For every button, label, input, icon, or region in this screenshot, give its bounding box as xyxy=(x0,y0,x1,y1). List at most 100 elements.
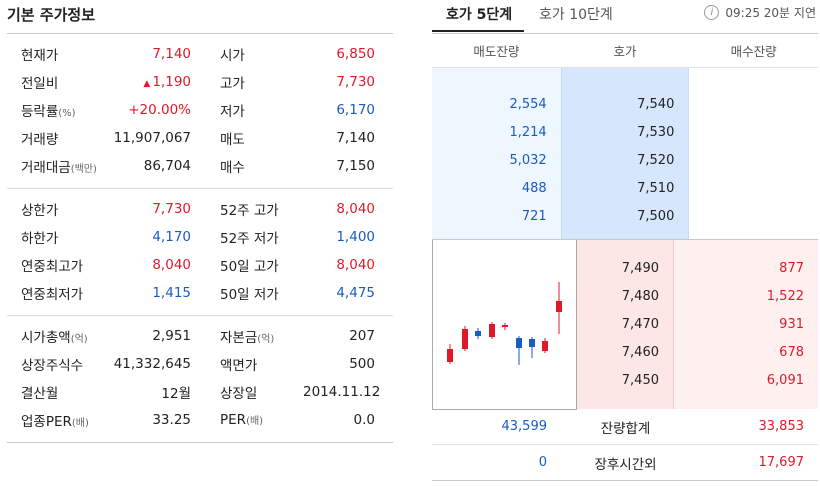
info-label-2: 시가 xyxy=(193,44,303,64)
label-text: PER xyxy=(220,412,247,428)
after-hours-label: 장후시간외 xyxy=(594,456,657,473)
info-value: 2,951 xyxy=(93,328,193,344)
info-value-2: 8,040 xyxy=(336,201,375,217)
label-text: 52주 고가 xyxy=(220,203,279,219)
value-text: 7,730 xyxy=(152,201,191,217)
ask-price-row[interactable]: 7,510 xyxy=(562,174,689,202)
label-text: 전일비 xyxy=(21,76,59,92)
label-text: 거래량 xyxy=(21,132,59,148)
label-text: 거래대금 xyxy=(21,160,71,176)
bid-price-row[interactable]: 7,480 xyxy=(577,282,673,310)
label-text: 상장주식수 xyxy=(21,358,84,374)
info-row: 연중최저가 1,415 50일 저가 4,475 xyxy=(7,279,393,307)
info-section: 시가총액(억) 2,951 자본금(억) 207 상장주식수 41,332,645 액면가 5… xyxy=(7,316,393,443)
bid-qty-empty-column xyxy=(689,68,818,239)
bid-qty-row: 931 xyxy=(674,310,818,338)
label-text: 고가 xyxy=(220,76,245,92)
value-text: 1,190 xyxy=(152,74,191,90)
info-label-2: 상장일 xyxy=(193,382,303,402)
bid-qty: 1,522 xyxy=(766,288,804,304)
info-value-2: 6,170 xyxy=(336,102,375,118)
info-label: 결산월 xyxy=(7,382,93,402)
ask-price: 7,530 xyxy=(637,124,675,140)
ask-qty-row: 488 xyxy=(432,174,561,202)
candle-body xyxy=(529,339,535,347)
ask-qty: 488 xyxy=(521,180,547,196)
header-ask-qty: 매도잔량 xyxy=(473,44,520,59)
bid-price: 7,460 xyxy=(621,344,659,360)
ask-qty: 5,032 xyxy=(509,152,547,168)
ask-qty: 721 xyxy=(521,208,547,224)
ask-price: 7,520 xyxy=(637,152,675,168)
ask-price-row[interactable]: 7,520 xyxy=(562,146,689,174)
value-text: 8,040 xyxy=(152,257,191,273)
label-text: 52주 저가 xyxy=(220,231,279,247)
ask-qty-row: 2,554 xyxy=(432,90,561,118)
tab-10-levels[interactable]: 호가 10단계 xyxy=(539,7,613,23)
ask-price-row[interactable]: 7,530 xyxy=(562,118,689,146)
label-text: 시가 xyxy=(220,48,245,64)
label-text: 연중최저가 xyxy=(21,287,84,303)
label-text: 업종PER xyxy=(21,414,72,430)
bid-price: 7,450 xyxy=(621,372,659,388)
label-text: 액면가 xyxy=(220,358,258,374)
after-hours-bid-qty: 17,697 xyxy=(758,455,805,470)
ask-price-row[interactable]: 7,500 xyxy=(562,202,689,230)
label-text: 연중최고가 xyxy=(21,259,84,275)
candle-chart-svg xyxy=(447,282,562,365)
info-label-2: 매도 xyxy=(193,128,303,148)
info-row: 등락률(%) +20.00% 저가 6,170 xyxy=(7,96,393,124)
bid-price: 7,480 xyxy=(621,288,659,304)
label-text: 등락률 xyxy=(21,104,59,120)
info-label: 거래량 xyxy=(7,128,93,148)
info-value: +20.00% xyxy=(93,102,193,118)
info-value-2: 7,730 xyxy=(336,74,375,90)
ask-price-column: 7,540 7,530 7,520 7,510 7,500 xyxy=(560,68,690,239)
info-label-2: 저가 xyxy=(193,100,303,120)
delay-text: 09:25 20분 지연 xyxy=(725,6,816,20)
info-label-2: 매수 xyxy=(193,156,303,176)
info-row: 거래량 11,907,067 매도 7,140 xyxy=(7,124,393,152)
order-book-header: 매도잔량 호가 매수잔량 xyxy=(432,34,818,68)
ask-qty-column: 2,554 1,214 5,032 488 721 xyxy=(432,68,561,239)
info-label: 거래대금(백만) xyxy=(7,156,97,176)
after-hours-row: 0 장후시간외 17,697 xyxy=(432,445,818,481)
value-text: 12월 xyxy=(161,386,191,402)
info-value: 7,140 xyxy=(93,46,193,62)
info-value-2: 500 xyxy=(349,356,375,372)
info-label-2: 52주 고가 xyxy=(193,199,303,219)
info-label: 전일비 xyxy=(7,72,93,92)
bid-price-row[interactable]: 7,450 xyxy=(577,366,673,394)
mini-candle-chart xyxy=(432,240,577,410)
active-tab-indicator xyxy=(432,30,524,32)
info-row: 연중최고가 8,040 50일 고가 8,040 xyxy=(7,251,393,279)
tab-5-levels[interactable]: 호가 5단계 xyxy=(446,7,513,23)
bid-price-row[interactable]: 7,460 xyxy=(577,338,673,366)
info-value-2: 7,150 xyxy=(336,158,375,174)
label-text: 자본금 xyxy=(220,330,258,346)
bid-price-row[interactable]: 7,470 xyxy=(577,310,673,338)
ask-qty: 1,214 xyxy=(509,124,547,140)
info-value-2: 8,040 xyxy=(336,257,375,273)
info-icon[interactable]: i xyxy=(704,5,720,20)
info-value-2: 1,400 xyxy=(336,229,375,245)
info-value-2: 2014.11.12 xyxy=(303,384,381,400)
info-value-2: 4,475 xyxy=(336,285,375,301)
total-ask-qty: 43,599 xyxy=(501,419,548,434)
label-text: 상한가 xyxy=(21,203,59,219)
ask-price-row[interactable]: 7,540 xyxy=(562,90,689,118)
info-value: 8,040 xyxy=(93,257,193,273)
bid-price-row[interactable]: 7,490 xyxy=(577,254,673,282)
stock-info-table: 현재가 7,140 시가 6,850 전일비 ▲ 1,190 고가 7,730 등락률(%) +20… xyxy=(7,33,393,443)
info-value: 4,170 xyxy=(93,229,193,245)
info-label-2: 자본금(억) xyxy=(193,326,303,346)
info-row: 결산월 12월 상장일 2014.11.12 xyxy=(7,378,393,406)
info-label-2: 고가 xyxy=(193,72,303,92)
order-book-panel: 호가 5단계 호가 10단계 i 09:25 20분 지연 매도잔량 호가 매수… xyxy=(432,0,820,486)
info-value: 7,730 xyxy=(93,201,193,217)
value-text: 7,140 xyxy=(152,46,191,62)
ask-qty-row: 721 xyxy=(432,202,561,230)
candle-body xyxy=(542,341,548,351)
value-text: 1,415 xyxy=(152,285,191,301)
ask-qty-row: 1,214 xyxy=(432,118,561,146)
